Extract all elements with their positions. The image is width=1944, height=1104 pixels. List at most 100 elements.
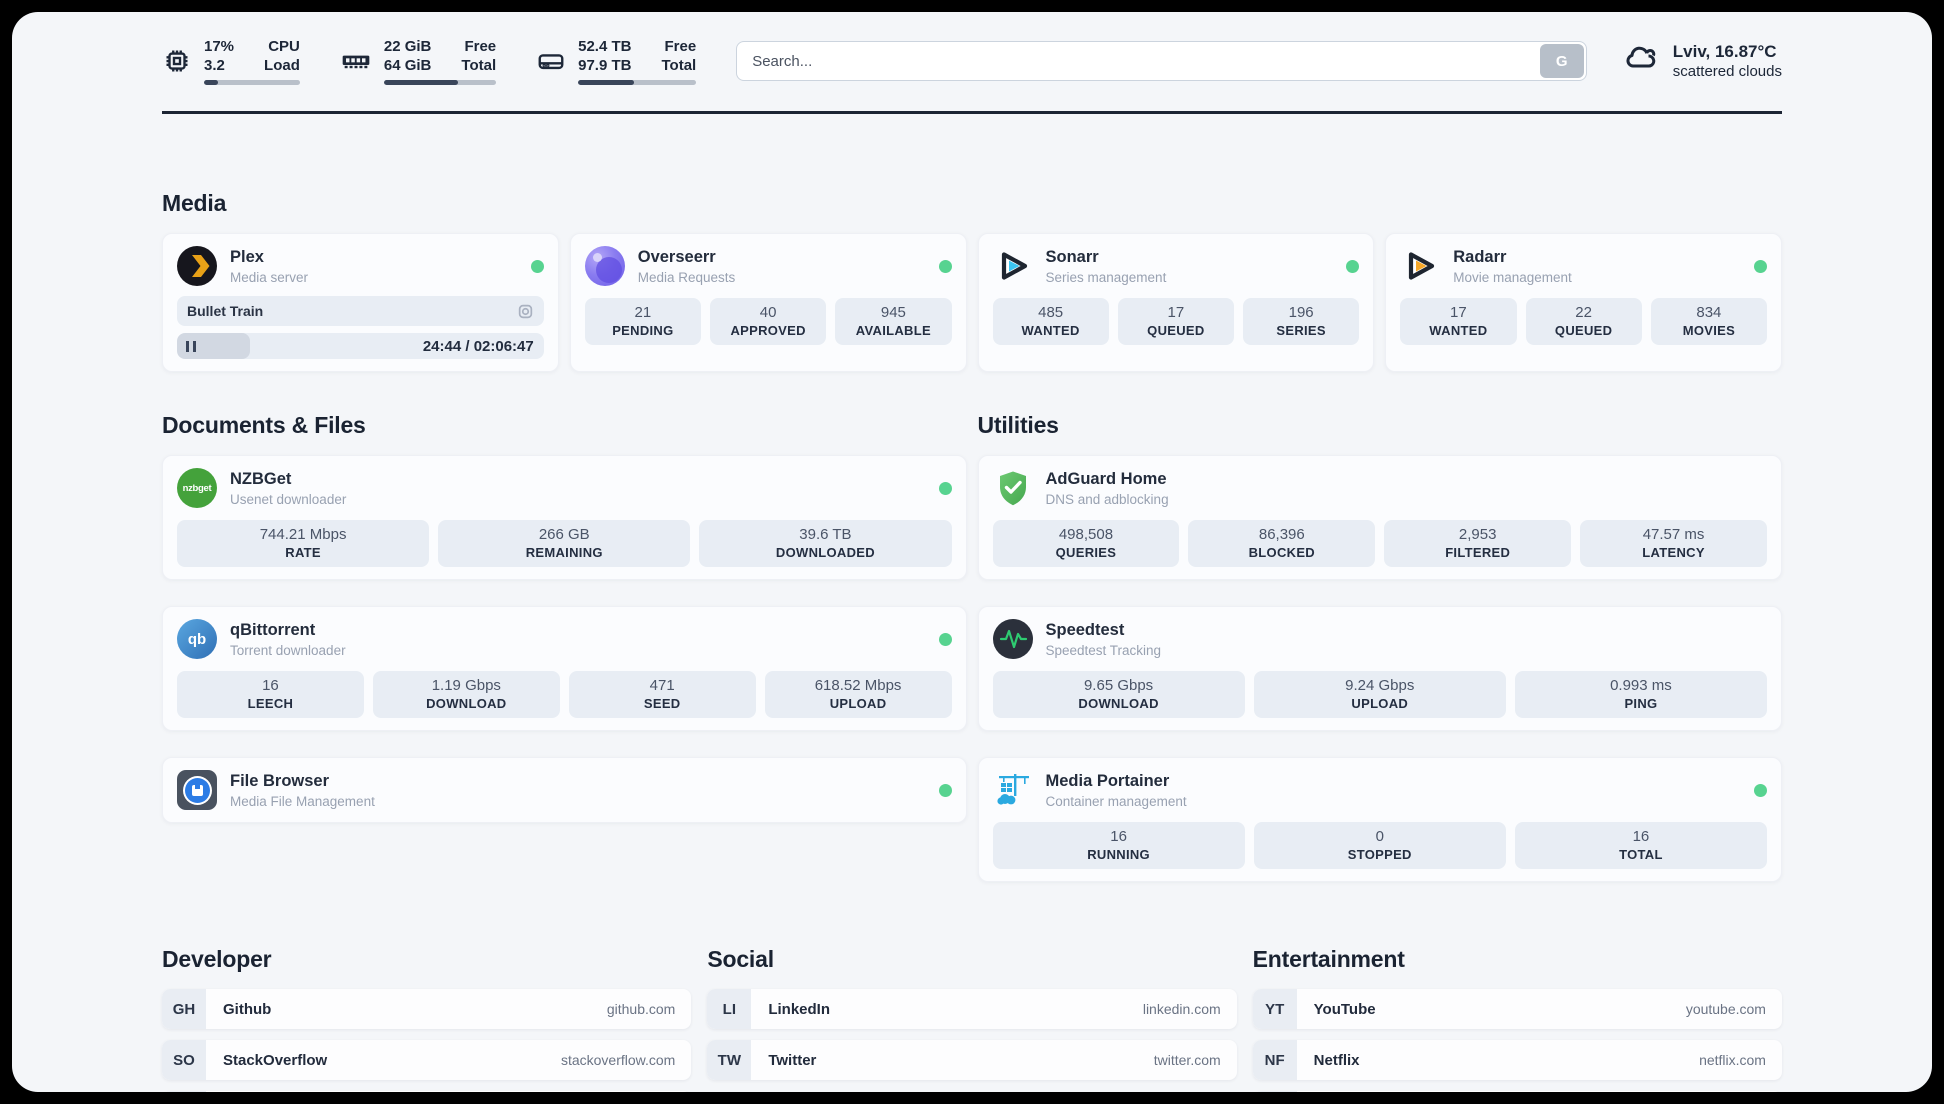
app-description: Media Requests	[637, 269, 736, 285]
stat-box-downloaded: 39.6 TB DOWNLOADED	[699, 520, 952, 567]
portainer-crane-icon	[993, 770, 1033, 810]
card-adguard-home[interactable]: AdGuard Home DNS and adblocking 498,508 …	[977, 455, 1782, 580]
netflix-badge: NF	[1252, 1040, 1297, 1080]
cpu-load-value: 3.2	[204, 57, 225, 74]
search-engine-button[interactable]: G	[1539, 44, 1584, 78]
ram-free-label: Free	[464, 38, 497, 55]
github-badge: GH	[162, 989, 206, 1029]
stat-box-queued: 22 QUEUED	[1525, 298, 1642, 345]
playback-progress-fill	[177, 333, 251, 359]
radarr-icon	[1400, 246, 1440, 286]
app-description: Container management	[1045, 793, 1187, 809]
link-linkedin[interactable]: LI LinkedIn linkedin.com	[707, 989, 1237, 1029]
app-description: DNS and adblocking	[1045, 491, 1169, 507]
stat-box-queued: 17 QUEUED	[1117, 298, 1234, 345]
stat-box-latency: 47.57 ms LATENCY	[1580, 520, 1767, 567]
stat-box-upload: 9.24 Gbps UPLOAD	[1253, 671, 1506, 718]
link-netflix[interactable]: NF Netflix netflix.com	[1252, 1040, 1782, 1080]
cpu-icon	[162, 46, 192, 76]
card-nzbget[interactable]: nzbget NZBGet Usenet downloader 744.21 M…	[162, 455, 967, 580]
app-description: Movie management	[1453, 269, 1572, 285]
app-name: File Browser	[230, 771, 330, 790]
status-online-dot	[938, 481, 952, 495]
dashboard-page: 17% CPU 3.2 Load	[12, 12, 1932, 1092]
nzbget-icon: nzbget	[177, 468, 217, 508]
link-name: Netflix	[1313, 1051, 1360, 1069]
cpu-label: CPU	[268, 38, 300, 55]
top-bar: 17% CPU 3.2 Load	[162, 37, 1782, 85]
link-url: twitter.com	[1153, 1052, 1221, 1068]
section-developer: Developer GH Github github.com SO StackO…	[162, 946, 692, 1092]
app-description: Speedtest Tracking	[1045, 642, 1162, 658]
media-section-title: Media	[162, 190, 227, 216]
stackoverflow-badge: SO	[162, 1040, 206, 1080]
app-name: Media Portainer	[1045, 771, 1170, 790]
status-online-dot	[1754, 783, 1767, 797]
stat-box-wanted: 485 WANTED	[992, 298, 1109, 345]
dev-badge: DT	[162, 1091, 206, 1092]
reddit-badge: RE	[1252, 1091, 1297, 1092]
stat-box-stopped: 0 STOPPED	[1253, 822, 1506, 869]
weather-widget[interactable]: Lviv, 16.87°C scattered clouds	[1621, 39, 1782, 84]
section-entertainment: Entertainment YT YouTube youtube.com NF …	[1252, 946, 1782, 1092]
disk-total-value: 97.9 TB	[578, 57, 632, 74]
qbittorrent-icon: qb	[177, 619, 217, 659]
app-name: NZBGet	[230, 469, 292, 488]
status-online-dot	[1754, 259, 1767, 273]
section-documents-files: Documents & Files nzbget NZBGet Usenet d…	[162, 412, 967, 882]
ram-total-label: Total	[461, 57, 497, 74]
link-youtube[interactable]: YT YouTube youtube.com	[1252, 989, 1782, 1029]
link-stackoverflow[interactable]: SO StackOverflow stackoverflow.com	[162, 1040, 692, 1080]
documents-section-title: Documents & Files	[162, 412, 366, 438]
cpu-progress-bar	[204, 80, 300, 85]
now-playing-title: Bullet Train	[187, 303, 264, 319]
card-media-portainer[interactable]: Media Portainer Container management 16 …	[977, 757, 1782, 882]
stat-box-available: 945 AVAILABLE	[835, 298, 952, 345]
stat-box-pending: 21 PENDING	[584, 298, 701, 345]
disk-free-label: Free	[664, 38, 697, 55]
status-online-dot	[938, 783, 952, 797]
stat-box-upload: 618.52 Mbps UPLOAD	[764, 671, 952, 718]
link-url: netflix.com	[1699, 1052, 1766, 1068]
search-bar: G	[736, 41, 1587, 81]
card-plex[interactable]: Plex Media server Bullet Train	[162, 233, 559, 372]
app-description: Torrent downloader	[230, 642, 346, 658]
youtube-badge: YT	[1252, 989, 1297, 1029]
stat-box-approved: 40 APPROVED	[710, 298, 827, 345]
ram-stat: 22 GiB Free 64 GiB Total	[340, 37, 497, 85]
link-url: linkedin.com	[1142, 1001, 1221, 1017]
stat-box-ping: 0.993 ms PING	[1514, 671, 1768, 718]
link-url: stackoverflow.com	[560, 1052, 676, 1068]
stat-box-blocked: 86,396 BLOCKED	[1188, 520, 1376, 567]
header-divider	[162, 111, 1782, 114]
card-sonarr[interactable]: Sonarr Series management 485 WANTED 17 Q…	[977, 233, 1375, 372]
card-qbittorrent[interactable]: qb qBittorrent Torrent downloader 16 LEE…	[162, 606, 967, 731]
stat-box-download: 9.65 Gbps DOWNLOAD	[992, 671, 1245, 718]
status-online-dot	[938, 632, 952, 646]
link-url: github.com	[606, 1001, 676, 1017]
weather-condition: scattered clouds	[1672, 63, 1782, 80]
stat-box-rate: 744.21 Mbps RATE	[177, 520, 430, 567]
session-screen-icon[interactable]	[517, 303, 534, 320]
disk-progress-bar	[578, 80, 697, 85]
social-section-title: Social	[707, 946, 774, 972]
link-reddit[interactable]: RE Reddit reddit.com	[1252, 1091, 1782, 1092]
card-filebrowser[interactable]: File Browser Media File Management	[162, 757, 967, 823]
app-name: Sonarr	[1045, 247, 1099, 266]
card-radarr[interactable]: Radarr Movie management 17 WANTED 22 QUE…	[1385, 233, 1782, 372]
disk-stat: 52.4 TB Free 97.9 TB Total	[536, 37, 697, 85]
app-name: AdGuard Home	[1045, 469, 1167, 488]
link-github[interactable]: GH Github github.com	[162, 989, 692, 1029]
card-overseerr[interactable]: Overseerr Media Requests 21 PENDING 40 A…	[569, 233, 967, 372]
system-stats: 17% CPU 3.2 Load	[162, 37, 697, 85]
stat-box-running: 16 RUNNING	[992, 822, 1245, 869]
app-description: Usenet downloader	[230, 491, 347, 507]
card-speedtest[interactable]: Speedtest Speedtest Tracking 9.65 Gbps D…	[977, 606, 1782, 731]
link-name: StackOverflow	[223, 1051, 328, 1069]
status-online-dot	[938, 259, 952, 273]
link-twitter[interactable]: TW Twitter twitter.com	[707, 1040, 1237, 1080]
link-name: YouTube	[1313, 1000, 1376, 1018]
link-dev[interactable]: DT DEV dev.to	[162, 1091, 692, 1092]
search-input[interactable]	[736, 41, 1587, 81]
playback-progress-bar[interactable]: 24:44 / 02:06:47	[177, 333, 544, 359]
